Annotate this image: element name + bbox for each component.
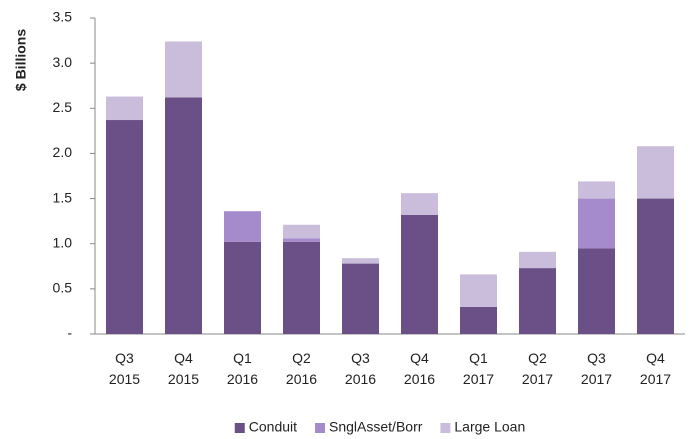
bar-segment — [165, 97, 202, 334]
x-tick-label-line: 2015 — [168, 371, 199, 387]
bar-segment — [224, 211, 261, 242]
bar-segment — [224, 241, 261, 334]
x-tick-label-line: Q1 — [233, 350, 252, 366]
x-tick-label-line: 2015 — [109, 371, 140, 387]
x-tick-label-line: Q2 — [528, 350, 547, 366]
bar-segment — [283, 224, 320, 239]
bar-segment — [165, 41, 202, 98]
bar-segment — [637, 198, 674, 334]
legend-swatch — [315, 423, 326, 433]
y-tick-label: 2.5 — [53, 99, 73, 115]
legend-swatch — [440, 423, 451, 433]
x-tick-label-line: 2017 — [581, 371, 612, 387]
bar-segment — [578, 198, 615, 249]
x-tick-label: Q3 2016 — [345, 350, 376, 387]
x-tick-label: Q3 2017 — [581, 350, 612, 387]
bar-segment — [106, 120, 143, 334]
legend: Conduit SnglAsset/Borr Large Loan — [234, 419, 525, 435]
x-tick-label-line: 2017 — [522, 371, 553, 387]
bar-segment — [460, 306, 497, 334]
x-tick-label: Q3 2015 — [109, 350, 140, 387]
legend-item: Large Loan — [440, 419, 525, 435]
x-tick-label-line: Q4 — [174, 350, 193, 366]
x-tick-label: Q2 2016 — [286, 350, 317, 387]
x-tick-label: Q2 2017 — [522, 350, 553, 387]
bar-segment — [283, 238, 320, 242]
y-axis-label: $ Billions — [13, 29, 29, 91]
bar-segment — [519, 251, 556, 269]
legend-item: Conduit — [234, 419, 297, 435]
x-tick-label: Q1 2016 — [227, 350, 258, 387]
legend-label: Conduit — [249, 419, 297, 435]
x-tick-label-line: Q1 — [469, 350, 488, 366]
x-tick-label-line: Q3 — [587, 350, 606, 366]
x-tick-label-line: Q4 — [410, 350, 429, 366]
y-tick-label: 1.5 — [53, 189, 73, 205]
legend-item: SnglAsset/Borr — [315, 419, 423, 435]
bar-segment — [401, 214, 438, 334]
bar-segment — [342, 263, 379, 334]
bar-segment — [342, 258, 379, 264]
x-tick-label-line: 2017 — [463, 371, 494, 387]
y-tick-label: 3.0 — [53, 54, 73, 70]
bar-segment — [460, 274, 497, 307]
y-tick-label: - — [67, 325, 72, 341]
bar-segment — [578, 181, 615, 199]
legend-label: Large Loan — [454, 419, 525, 435]
y-tick-label: 0.5 — [53, 280, 73, 296]
x-tick-label: Q4 2016 — [404, 350, 435, 387]
x-tick-label-line: Q3 — [115, 350, 134, 366]
legend-swatch — [234, 423, 245, 433]
x-tick-label-line: 2016 — [404, 371, 435, 387]
x-tick-label-line: 2016 — [286, 371, 317, 387]
bar-segment — [637, 146, 674, 199]
x-tick-label: Q4 2017 — [640, 350, 671, 387]
y-tick-label: 2.0 — [53, 144, 73, 160]
x-tick-label-line: Q3 — [351, 350, 370, 366]
bar-segment — [283, 241, 320, 334]
y-tick-label: 3.5 — [53, 9, 73, 25]
x-tick-label: Q1 2017 — [463, 350, 494, 387]
y-tick-label: 1.0 — [53, 234, 73, 250]
x-tick-label-line: Q4 — [646, 350, 665, 366]
x-tick-label-line: Q2 — [292, 350, 311, 366]
bar-segment — [106, 96, 143, 121]
legend-label: SnglAsset/Borr — [329, 419, 423, 435]
x-tick-label-line: 2016 — [345, 371, 376, 387]
x-tick-label-line: 2016 — [227, 371, 258, 387]
x-tick-label-line: 2017 — [640, 371, 671, 387]
bar-segment — [519, 268, 556, 334]
bar-segment — [401, 193, 438, 215]
x-tick-label: Q4 2015 — [168, 350, 199, 387]
bar-segment — [578, 248, 615, 334]
